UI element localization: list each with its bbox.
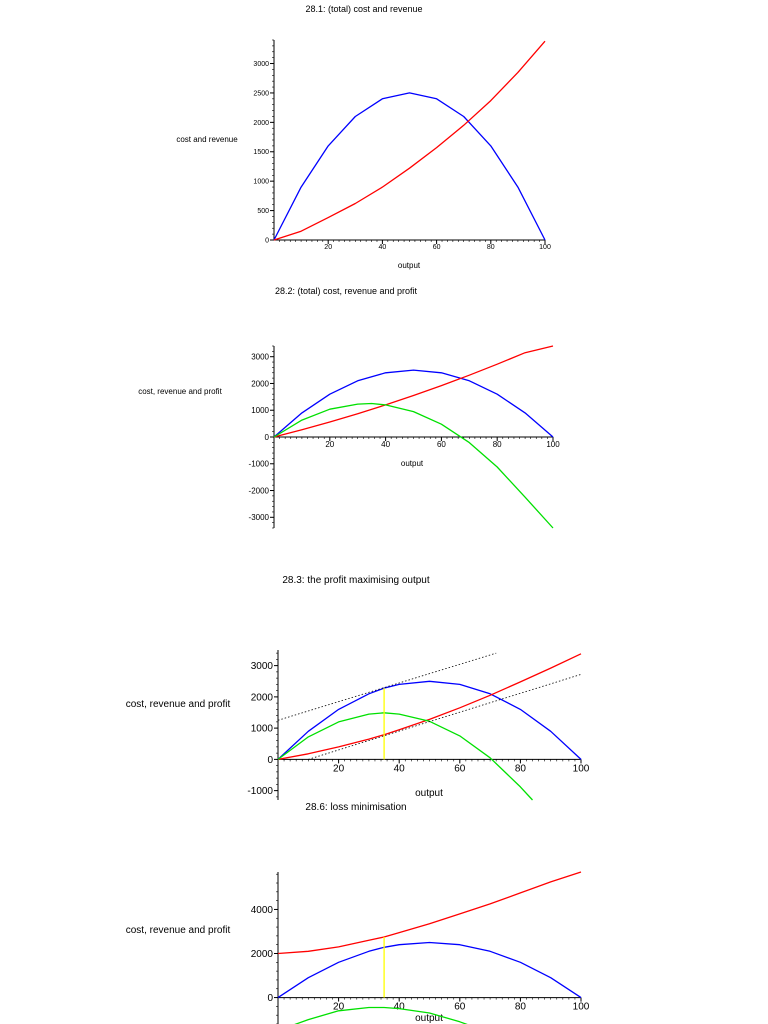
series-green-line	[277, 712, 533, 801]
y-tick-label: 2000	[251, 949, 274, 960]
x-tick-label: 40	[394, 763, 406, 774]
series-blue-line	[273, 369, 554, 438]
chart-profit-maximising-output: 28.3: the profit maximising output cost,…	[126, 575, 590, 801]
x-tick-label: 60	[454, 1002, 466, 1013]
x-tick-label: 100	[573, 1002, 590, 1013]
chart-total-cost-revenue: 28.1: (total) cost and revenue cost and …	[176, 4, 551, 270]
x-tick-label: 80	[487, 244, 495, 251]
x-tick-label: 80	[493, 440, 502, 449]
y-tick-label: 1000	[251, 724, 274, 735]
x-axis-label: output	[415, 788, 443, 799]
series-red-line	[277, 653, 582, 761]
x-tick-label: 20	[324, 244, 332, 251]
series-blue-line	[277, 680, 582, 760]
plot-area: 20 40 60 80 100 -1000 0 1000 2000 3000	[247, 650, 590, 801]
chart-title: 28.3: the profit maximising output	[282, 575, 430, 586]
x-tick-label: 40	[381, 440, 390, 449]
x-tick-label: 40	[379, 244, 387, 251]
y-tick-label: 500	[257, 208, 269, 215]
y-axis-label: cost, revenue and profit	[126, 925, 231, 936]
y-axis-label: cost and revenue	[176, 135, 238, 144]
series-blue-line	[273, 92, 546, 241]
chart-loss-minimisation: 28.6: loss minimisation cost, revenue an…	[126, 802, 590, 1024]
x-tick-label: 40	[394, 1002, 406, 1013]
x-tick-label: 100	[539, 244, 551, 251]
x-tick-label: 60	[433, 244, 441, 251]
series-green-line	[294, 1006, 468, 1024]
plot-area: 20 40 60 80 100 -3000 -2000 -1000 0 1000 2000 3000	[249, 345, 560, 529]
series-blue-line	[277, 941, 582, 999]
x-tick-label: 60	[454, 763, 466, 774]
x-tick-label: 20	[333, 763, 345, 774]
y-tick-label: -2000	[249, 486, 270, 495]
x-tick-label: 80	[515, 763, 527, 774]
y-tick-label: 0	[265, 237, 269, 244]
y-tick-label: -1000	[249, 460, 270, 469]
x-tick-label: 60	[437, 440, 446, 449]
series-tangent-line	[277, 652, 497, 721]
y-axis-label: cost, revenue and profit	[126, 699, 231, 710]
y-tick-label: 2000	[251, 379, 269, 388]
x-tick-label: 20	[325, 440, 334, 449]
y-tick-label: 4000	[251, 905, 274, 916]
y-tick-label: 0	[267, 755, 273, 766]
x-axis-label: output	[415, 1013, 443, 1024]
series-red-line	[273, 345, 554, 438]
x-tick-label: 80	[515, 1002, 527, 1013]
y-tick-label: 0	[267, 993, 273, 1004]
x-tick-label: 100	[546, 440, 560, 449]
y-tick-label: 2500	[253, 90, 269, 97]
y-tick-label: 1000	[253, 179, 269, 186]
series-green-line	[273, 402, 554, 529]
plot-area: 20 40 60 80 100 0 2000 4000	[251, 871, 590, 1024]
x-axis-label: output	[398, 261, 421, 270]
y-tick-label: 0	[265, 433, 270, 442]
chart-total-cost-revenue-profit: 28.2: (total) cost, revenue and profit c…	[138, 286, 560, 529]
series-tangent-line	[308, 674, 582, 760]
y-axis-label: cost, revenue and profit	[138, 387, 222, 396]
y-tick-label: 1500	[253, 149, 269, 156]
chart-title: 28.2: (total) cost, revenue and profit	[275, 286, 418, 296]
y-tick-label: -1000	[247, 786, 273, 797]
y-tick-label: 3000	[251, 661, 274, 672]
series-red-line	[277, 871, 582, 955]
chart-title: 28.1: (total) cost and revenue	[305, 4, 422, 14]
x-axis-label: output	[401, 459, 424, 468]
x-tick-label: 100	[573, 763, 590, 774]
x-tick-label: 20	[333, 1002, 345, 1013]
series-red-line	[273, 40, 546, 241]
y-tick-label: 1000	[251, 406, 269, 415]
y-tick-label: 3000	[253, 61, 269, 68]
y-tick-label: -3000	[249, 513, 270, 522]
y-tick-label: 2000	[253, 120, 269, 127]
y-tick-label: 2000	[251, 692, 274, 703]
chart-title: 28.6: loss minimisation	[305, 802, 406, 813]
y-tick-label: 3000	[251, 353, 269, 362]
